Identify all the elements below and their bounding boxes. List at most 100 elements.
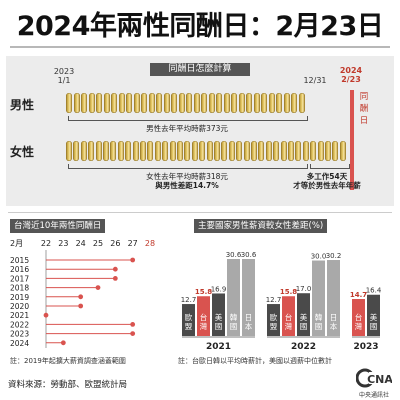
coin <box>276 93 282 113</box>
bar-value-label: 30.6 <box>226 251 242 259</box>
bar-value-label: 12.7 <box>266 296 282 304</box>
coin <box>231 93 237 113</box>
bar-category-label: 韓 <box>315 312 323 322</box>
coin <box>228 141 235 161</box>
dot-point <box>130 331 136 336</box>
coin <box>73 141 80 161</box>
left-chart-footnote: 註：2019年起擴大薪資調查涵蓋範圍 <box>10 357 126 365</box>
coin <box>110 141 117 161</box>
extra-bracket <box>310 164 350 169</box>
female-caption: 女性去年平均時薪318元 <box>146 172 228 181</box>
year-label: 2020 <box>10 302 29 311</box>
title-divider <box>10 46 390 48</box>
bar-category-label: 國 <box>370 322 378 331</box>
coin <box>96 93 102 113</box>
coin <box>280 141 287 161</box>
bar-category-label: 國 <box>215 322 223 331</box>
bar-category-label: 本 <box>245 321 253 331</box>
coin <box>265 141 272 161</box>
coin <box>148 93 155 113</box>
coin <box>163 93 170 113</box>
coin <box>133 93 140 113</box>
cna-logo-subtitle: 中央通訊社 <box>358 392 389 399</box>
x-tick-label: 22 <box>41 239 51 248</box>
x-tick-label: 26 <box>110 239 120 248</box>
bar-category-label: 台 <box>285 312 293 322</box>
dot-point <box>112 276 118 281</box>
bar-category-label: 國 <box>230 322 238 331</box>
right-chart-footnote: 註：台歐日韓以平均時薪計，美國以週薪中位數計 <box>178 357 332 365</box>
coin <box>221 141 228 161</box>
coin <box>141 93 147 113</box>
coin <box>162 141 169 161</box>
coin <box>310 141 317 161</box>
year-start: 2023 <box>53 67 75 76</box>
calc-header: 同酬日怎麼計算 <box>150 63 250 76</box>
bar-category-label: 美 <box>370 312 378 322</box>
dot-point <box>95 285 101 290</box>
coin <box>73 93 80 113</box>
year-label: 2022 <box>10 320 29 329</box>
coin <box>243 141 250 161</box>
male-coin-row <box>66 92 308 114</box>
bar-category-label: 灣 <box>285 321 293 331</box>
bar-category-label: 台 <box>200 312 208 322</box>
coin <box>184 141 191 161</box>
bar-category-label: 台 <box>355 312 363 322</box>
dot-point <box>130 257 136 263</box>
coin <box>178 93 185 113</box>
bar-category-label: 國 <box>300 322 308 331</box>
coin <box>140 141 146 161</box>
coin <box>214 141 220 161</box>
coin <box>223 93 230 113</box>
coin <box>238 93 245 113</box>
extra-work-days: 多工作54天 <box>306 172 348 181</box>
bar <box>267 304 280 336</box>
coin <box>317 141 324 161</box>
bar-category-label: 歐 <box>185 312 193 322</box>
bar-value-label: 30.2 <box>326 252 342 260</box>
coin <box>191 141 198 161</box>
bar-value-label: 12.7 <box>181 296 197 304</box>
male-bracket <box>68 116 308 121</box>
bar-value-label: 14.7 <box>350 291 367 299</box>
year-label: 2024 <box>10 339 29 348</box>
coin <box>154 141 161 161</box>
bar-category-label: 灣 <box>355 321 363 331</box>
coin <box>246 93 252 113</box>
equal-pay-day-line <box>350 90 354 190</box>
coin <box>283 93 290 113</box>
coin <box>66 141 72 161</box>
coin <box>193 93 200 113</box>
coin <box>236 141 243 161</box>
x-tick-label: 24 <box>76 239 86 248</box>
coin <box>332 141 339 161</box>
bar-category-label: 灣 <box>200 321 208 331</box>
x-tick-label: 23 <box>58 239 68 248</box>
pay-gap-bar-chart: 12.7 歐盟 15.8 台灣 16.9 美國 30.6 韓國 30.6 日本 2021 12.7 歐盟… <box>181 251 382 352</box>
coin <box>177 141 183 161</box>
bar <box>312 260 325 336</box>
dot-point <box>78 303 84 309</box>
bar-value-label: 17.0 <box>296 285 312 293</box>
bar <box>182 304 195 336</box>
coin <box>208 93 215 113</box>
coin <box>206 141 213 161</box>
bar-category-label: 歐 <box>270 312 278 322</box>
section-divider <box>8 212 392 213</box>
coin <box>88 141 95 161</box>
bar <box>327 260 340 336</box>
coin <box>302 141 309 161</box>
group-year-label: 2022 <box>291 342 316 352</box>
group-year-label: 2021 <box>206 342 231 352</box>
coin <box>273 141 280 161</box>
year-label: 2016 <box>10 265 29 274</box>
coin <box>216 93 222 113</box>
coin <box>111 93 117 113</box>
dot-point <box>43 312 49 318</box>
year-label: 2021 <box>10 311 29 320</box>
year-red: 2024 <box>339 66 363 75</box>
bar-category-label: 美 <box>215 312 223 322</box>
male-label: 男性 <box>10 98 35 112</box>
coin <box>325 141 331 161</box>
